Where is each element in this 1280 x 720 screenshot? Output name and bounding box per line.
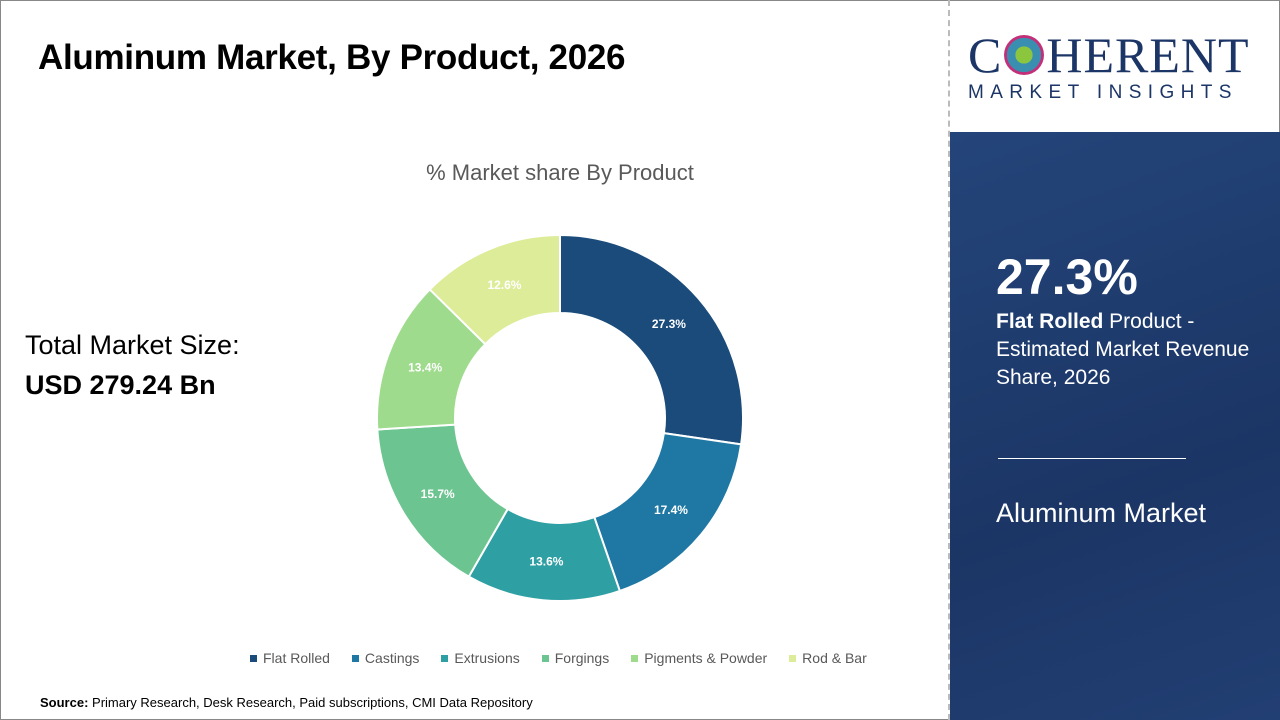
legend-label: Extrusions	[454, 650, 520, 666]
data-label: 27.3%	[652, 317, 686, 331]
panel-rule	[998, 458, 1186, 459]
globe-icon	[1004, 35, 1045, 75]
market-name: Aluminum Market	[996, 498, 1207, 528]
legend-label: Forgings	[554, 650, 610, 666]
total-label: Total Market Size:	[25, 330, 240, 360]
legend-label: Rod & Bar	[802, 650, 867, 666]
highlight-segment: Flat Rolled	[996, 310, 1104, 333]
highlight-text: Product - Estimated Market Revenue Share…	[996, 310, 1250, 389]
legend-swatch	[631, 654, 639, 662]
highlight-description: Flat Rolled Product - Estimated Market R…	[996, 308, 1256, 392]
legend: Flat Rolled Castings Extrusions Forgings Pig…	[250, 650, 867, 666]
legend-item: Flat Rolled	[250, 650, 330, 666]
legend-item: Forgings	[541, 650, 610, 666]
slice-rod-bar	[428, 233, 561, 346]
source-label: Source:	[40, 695, 89, 710]
data-label: 12.6%	[487, 278, 521, 292]
data-label: 13.4%	[408, 361, 442, 375]
legend-swatch	[441, 654, 449, 662]
legend-label: Flat Rolled	[263, 650, 330, 666]
donut-chart: 27.3% 17.4% 13.6% 15.7% 13.4% 12.6%	[376, 233, 744, 602]
page-title: Aluminum Market, By Product, 2026	[38, 38, 626, 77]
total-value: USD 279.24 Bn	[25, 370, 216, 400]
total-market-size: Total Market Size: USD 279.24 Bn	[25, 325, 240, 405]
source-text: Primary Research, Desk Research, Paid su…	[88, 695, 533, 710]
legend-item: Castings	[351, 650, 420, 666]
legend-swatch	[541, 654, 549, 662]
logo: C HERENT MARKET INSIGHTS	[968, 30, 1263, 104]
legend-label: Castings	[364, 650, 420, 666]
slice-flat-rolled	[559, 233, 744, 446]
data-label: 13.6%	[529, 554, 563, 568]
data-label: 17.4%	[654, 503, 688, 517]
divider	[948, 0, 950, 720]
highlight-value: 27.3%	[996, 249, 1138, 305]
legend-swatch	[250, 654, 257, 662]
logo-wordmark: C HERENT	[968, 27, 1250, 83]
data-label: 15.7%	[421, 487, 455, 501]
highlight-panel: 27.3% Flat Rolled Product - Estimated Ma…	[950, 132, 1280, 720]
legend-item: Rod & Bar	[789, 650, 867, 666]
source-note: Source: Primary Research, Desk Research,…	[40, 695, 533, 710]
legend-item: Pigments & Powder	[631, 650, 767, 666]
chart-title: % Market share By Product	[426, 160, 694, 185]
logo-subtitle: MARKET INSIGHTS	[968, 82, 1238, 103]
legend-swatch	[351, 654, 359, 662]
legend-item: Extrusions	[441, 650, 520, 666]
legend-swatch	[789, 654, 797, 662]
legend-label: Pigments & Powder	[644, 650, 768, 666]
